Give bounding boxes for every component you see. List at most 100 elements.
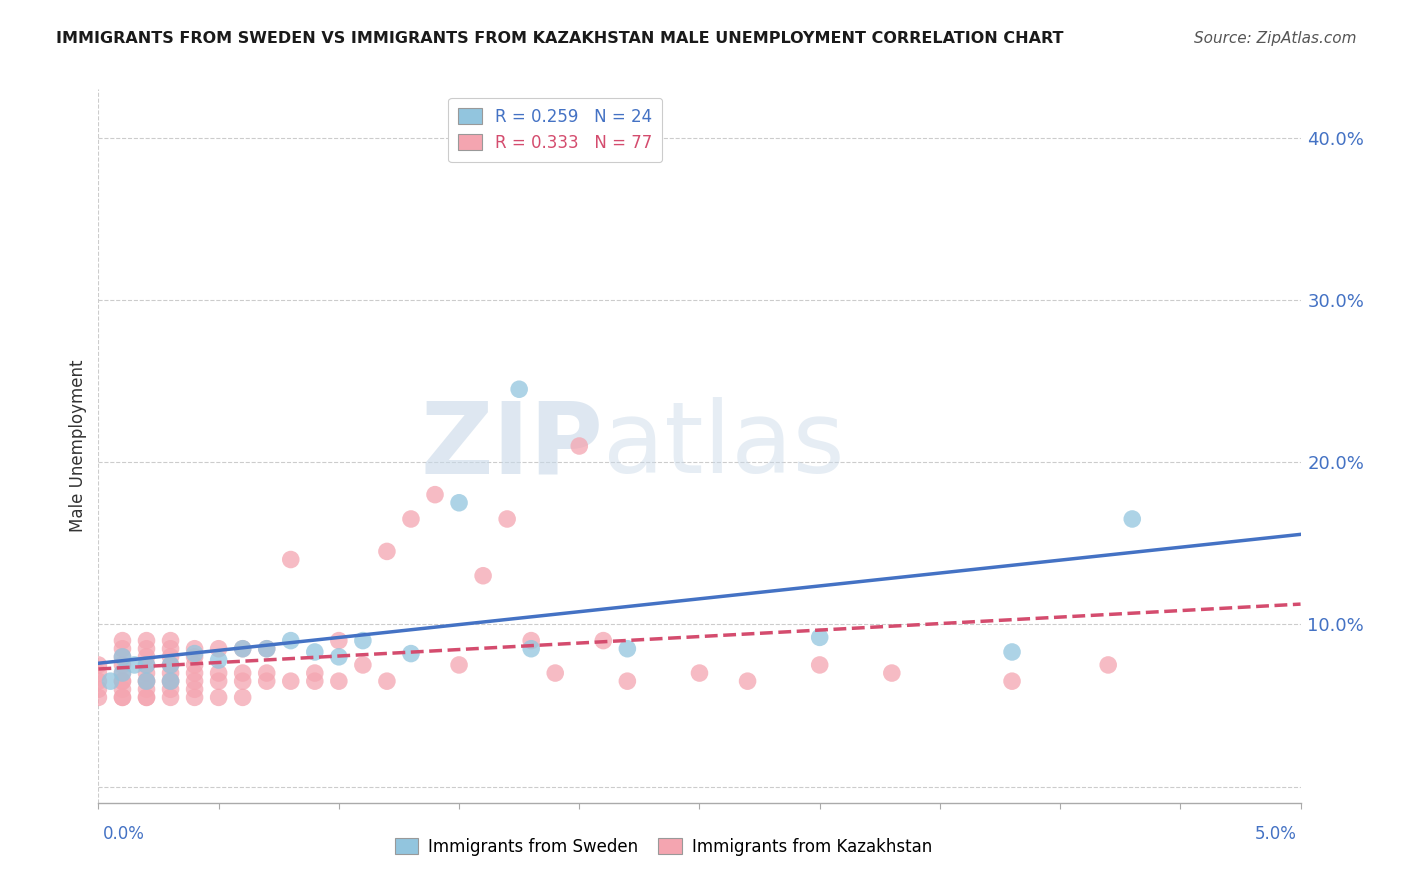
Point <box>232 641 254 656</box>
Point <box>135 674 157 689</box>
Point <box>87 682 110 697</box>
Point <box>423 488 446 502</box>
Point <box>544 666 567 681</box>
Point <box>111 674 134 689</box>
Point <box>399 512 422 526</box>
Point <box>592 633 614 648</box>
Point <box>135 682 157 697</box>
Point <box>159 666 181 681</box>
Point <box>256 641 278 656</box>
Point <box>375 544 398 558</box>
Point <box>135 633 157 648</box>
Point <box>100 674 122 689</box>
Point <box>183 647 205 661</box>
Point <box>280 674 302 689</box>
Point <box>328 649 350 664</box>
Point <box>183 649 205 664</box>
Point <box>111 674 134 689</box>
Point <box>304 645 326 659</box>
Point <box>135 674 157 689</box>
Point <box>208 666 231 681</box>
Point <box>159 674 181 689</box>
Point <box>111 649 134 664</box>
Point <box>135 649 157 664</box>
Point <box>328 674 350 689</box>
Point <box>399 647 422 661</box>
Point <box>808 631 831 645</box>
Point <box>1121 512 1143 526</box>
Point <box>616 674 638 689</box>
Point <box>111 690 134 705</box>
Point <box>880 666 903 681</box>
Point <box>689 666 711 681</box>
Text: IMMIGRANTS FROM SWEDEN VS IMMIGRANTS FROM KAZAKHSTAN MALE UNEMPLOYMENT CORRELATI: IMMIGRANTS FROM SWEDEN VS IMMIGRANTS FRO… <box>56 31 1064 46</box>
Point <box>87 657 110 672</box>
Point <box>159 657 181 672</box>
Point <box>124 657 146 672</box>
Point <box>183 641 205 656</box>
Point <box>447 496 470 510</box>
Point <box>616 641 638 656</box>
Point <box>135 657 157 672</box>
Point <box>508 382 530 396</box>
Point <box>256 641 278 656</box>
Point <box>111 690 134 705</box>
Text: 5.0%: 5.0% <box>1254 825 1296 843</box>
Text: Source: ZipAtlas.com: Source: ZipAtlas.com <box>1194 31 1357 46</box>
Point <box>520 641 543 656</box>
Point <box>352 657 374 672</box>
Point <box>183 674 205 689</box>
Point <box>737 674 759 689</box>
Point <box>135 674 157 689</box>
Point <box>256 666 278 681</box>
Point <box>232 641 254 656</box>
Point <box>111 641 134 656</box>
Point <box>232 690 254 705</box>
Point <box>135 690 157 705</box>
Point <box>520 633 543 648</box>
Point <box>87 674 110 689</box>
Point <box>159 633 181 648</box>
Point <box>135 641 157 656</box>
Point <box>135 657 157 672</box>
Legend: Immigrants from Sweden, Immigrants from Kazakhstan: Immigrants from Sweden, Immigrants from … <box>388 831 939 863</box>
Point <box>208 690 231 705</box>
Text: atlas: atlas <box>603 398 845 494</box>
Point <box>1001 674 1024 689</box>
Point <box>87 666 110 681</box>
Point <box>183 682 205 697</box>
Point <box>328 633 350 648</box>
Point <box>183 657 205 672</box>
Point <box>472 568 495 582</box>
Point <box>159 641 181 656</box>
Y-axis label: Male Unemployment: Male Unemployment <box>69 359 87 533</box>
Point <box>159 657 181 672</box>
Point <box>375 674 398 689</box>
Point <box>304 674 326 689</box>
Point <box>111 666 134 681</box>
Point <box>208 653 231 667</box>
Point <box>352 633 374 648</box>
Point <box>111 666 134 681</box>
Point <box>135 666 157 681</box>
Point <box>808 657 831 672</box>
Point <box>447 657 470 672</box>
Point <box>159 649 181 664</box>
Point <box>280 552 302 566</box>
Point <box>1097 657 1119 672</box>
Point <box>159 674 181 689</box>
Point <box>208 641 231 656</box>
Point <box>496 512 519 526</box>
Point <box>232 674 254 689</box>
Point <box>159 674 181 689</box>
Point <box>208 674 231 689</box>
Point <box>232 666 254 681</box>
Point <box>280 633 302 648</box>
Point <box>111 657 134 672</box>
Point <box>159 682 181 697</box>
Point <box>111 633 134 648</box>
Point <box>304 666 326 681</box>
Point <box>111 682 134 697</box>
Point <box>568 439 591 453</box>
Point <box>135 690 157 705</box>
